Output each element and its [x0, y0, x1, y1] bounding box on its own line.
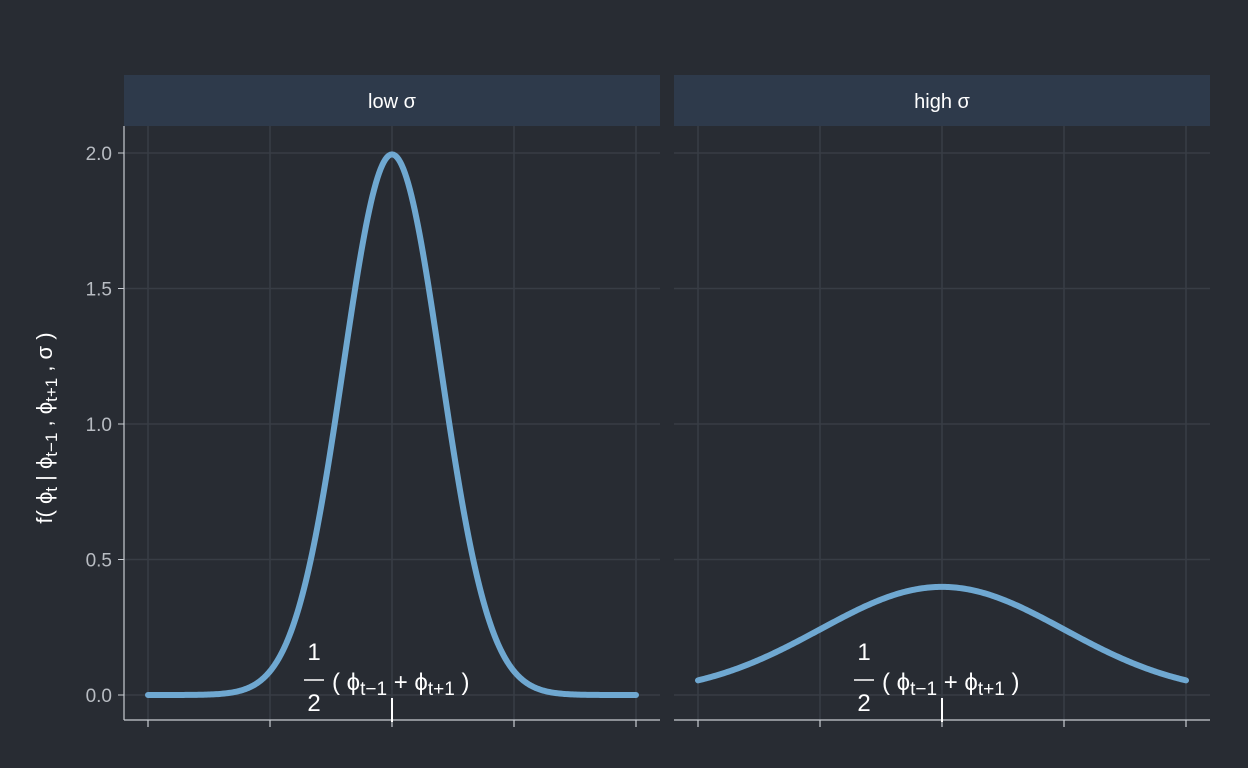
density-line — [145, 151, 639, 698]
y-tick-label: 0.5 — [86, 551, 112, 572]
strip-label: low σ — [368, 91, 417, 113]
y-axis-title: f( ϕt | ϕt−1 , ϕt+1 , σ ) — [32, 332, 61, 523]
y-tick-label: 1.0 — [86, 415, 112, 436]
y-tick-label: 0.0 — [86, 686, 112, 707]
y-tick-label: 1.5 — [86, 280, 112, 301]
annotation-expression: ( ϕt−1 + ϕt+1 ) — [882, 669, 1019, 700]
strip-label: high σ — [914, 91, 970, 113]
panel-low-sigma: low σ 1 2 ( ϕt−1 + ϕt+1 ) — [123, 75, 660, 727]
y-tick-label: 2.0 — [86, 144, 112, 165]
annotation-expression: ( ϕt−1 + ϕt+1 ) — [332, 669, 469, 700]
strip-background — [674, 75, 1210, 126]
annotation-numerator: 1 — [307, 639, 320, 666]
strip-background — [124, 75, 660, 126]
mean-annotation: 1 2 ( ϕt−1 + ϕt+1 ) — [304, 639, 469, 717]
annotation-denominator: 2 — [307, 690, 320, 717]
mean-annotation: 1 2 ( ϕt−1 + ϕt+1 ) — [854, 639, 1019, 717]
panel-high-sigma: high σ 1 2 ( ϕt−1 + ϕt+1 ) — [674, 75, 1210, 727]
density-line — [695, 583, 1189, 684]
annotation-denominator: 2 — [857, 690, 870, 717]
annotation-numerator: 1 — [857, 639, 870, 666]
